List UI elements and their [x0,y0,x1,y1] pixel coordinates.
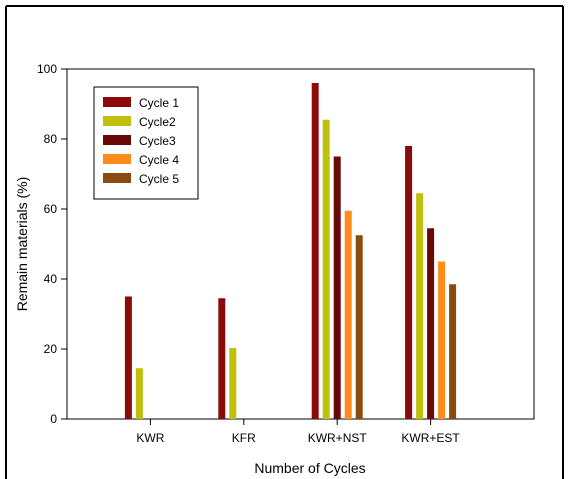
y-tick-label: 0 [50,412,57,426]
bar [218,298,226,419]
legend-swatch [103,173,131,183]
bar [449,284,457,419]
y-tick-label: 60 [44,202,58,216]
y-tick-label: 40 [44,272,58,286]
y-axis-label: Remain materials (%) [14,177,30,312]
x-axis: KWR KFR KWR+NST KWR+EST [136,419,460,445]
x-tick-label: KWR [136,431,164,445]
y-tick-label: 100 [37,62,57,76]
legend-label: Cycle3 [139,134,176,148]
legend-label: Cycle 1 [139,96,179,110]
legend: Cycle 1 Cycle2 Cycle3 Cycle 4 Cycle 5 [103,96,179,186]
bar [355,235,363,419]
legend-swatch [103,135,131,145]
legend-swatch [103,116,131,126]
bar [438,261,446,419]
bar [333,156,341,419]
bar [229,347,237,419]
legend-swatch [103,154,131,164]
bar [427,228,435,419]
bars-group [124,83,457,419]
x-tick-label: KWR+NST [308,431,368,445]
legend-swatch [103,97,131,107]
plot-area [66,68,535,420]
x-tick-label: KWR+EST [401,431,460,445]
y-tick-label: 20 [44,342,58,356]
x-axis-label: Number of Cycles [254,460,365,476]
bar [124,296,132,419]
bar [416,193,424,419]
bar [311,83,319,419]
y-axis: 0 20 40 60 80 100 [37,62,67,426]
x-tick-label: KFR [232,431,256,445]
bar [322,119,330,419]
y-tick-label: 80 [44,132,58,146]
legend-label: Cycle 4 [139,153,179,167]
bar [344,210,352,419]
legend-label: Cycle 5 [139,172,179,186]
legend-label: Cycle2 [139,115,176,129]
bar [405,146,413,419]
bar [135,368,143,419]
